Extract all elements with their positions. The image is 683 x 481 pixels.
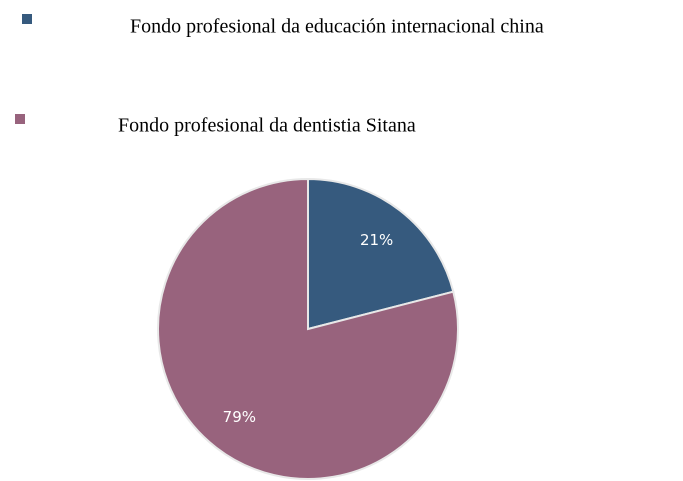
legend-swatch	[15, 114, 25, 124]
legend-swatch	[22, 14, 32, 24]
legend-text: Fondo profesional da educación internaci…	[130, 16, 544, 38]
value-label: 21%	[360, 231, 393, 249]
pie-slice	[157, 177, 459, 480]
value-label: 79%	[223, 408, 256, 426]
pie-slice	[307, 177, 455, 331]
legend-text: Fondo profesional da dentistia Sitana	[118, 115, 416, 137]
